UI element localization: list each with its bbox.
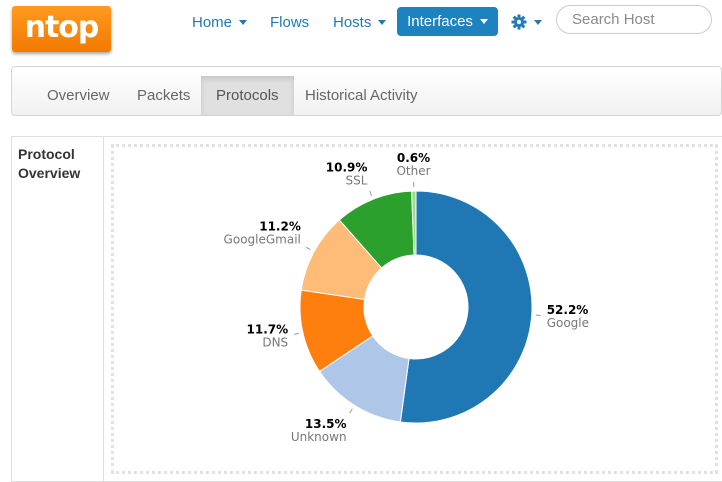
nav-hosts-dropdown[interactable]: Hosts bbox=[333, 8, 387, 36]
nav-hosts-label: Hosts bbox=[333, 13, 372, 31]
nav-interfaces-dropdown[interactable]: Interfaces bbox=[397, 7, 498, 36]
tab-overview[interactable]: Overview bbox=[47, 87, 110, 104]
gear-icon bbox=[511, 14, 527, 30]
slice-name-dns: DNS bbox=[262, 336, 288, 350]
slice-name-ssl: SSL bbox=[346, 173, 368, 187]
protocol-donut-chart: 52.2%Google 13.5%Unknown 11.7%DNS 11.2%Goog… bbox=[224, 151, 589, 444]
tab-bar: Overview Packets Protocols Historical Ac… bbox=[11, 66, 722, 116]
tab-historical-activity[interactable]: Historical Activity bbox=[305, 87, 418, 104]
search-host-box[interactable] bbox=[556, 5, 712, 34]
slice-name-other: Other bbox=[396, 164, 430, 178]
caret-down-icon bbox=[239, 19, 248, 25]
slice-percent-other: 0.6% bbox=[397, 151, 430, 165]
nav-home-label: Home bbox=[192, 13, 233, 31]
slice-name-google: Google bbox=[547, 316, 589, 330]
slice-percent-googlegmail: 11.2% bbox=[259, 219, 301, 233]
caret-down-icon bbox=[378, 19, 387, 25]
panel-label-line1: Protocol bbox=[18, 146, 75, 162]
label-tick-unknown bbox=[349, 408, 353, 414]
nav-home-dropdown[interactable]: Home bbox=[192, 8, 248, 36]
search-host-input[interactable] bbox=[557, 6, 711, 33]
slice-name-googlegmail: GoogleGmail bbox=[224, 232, 301, 246]
nav-interfaces-label: Interfaces bbox=[407, 13, 473, 30]
ntop-logo[interactable]: ntop bbox=[12, 6, 111, 52]
chart-container: 52.2% Google 13.5% Unknown 11.7% DNS 11.2% Goog… bbox=[111, 144, 718, 474]
settings-dropdown[interactable] bbox=[511, 8, 542, 36]
label-tick-dns bbox=[293, 332, 300, 335]
logo-text: ntop bbox=[24, 10, 100, 45]
slice-percent-unknown: 13.5% bbox=[305, 417, 347, 431]
tab-packets[interactable]: Packets bbox=[137, 87, 191, 104]
slice-name-unknown: Unknown bbox=[291, 430, 347, 444]
panel-label: Protocol Overview bbox=[12, 137, 104, 481]
label-tick-ssl bbox=[369, 190, 372, 196]
caret-down-icon bbox=[479, 19, 488, 24]
caret-down-icon bbox=[534, 19, 542, 25]
protocol-overview-panel: Protocol Overview 52.2% Google 13.5% Unknow… bbox=[11, 136, 722, 482]
panel-label-line2: Overview bbox=[18, 165, 81, 181]
slice-google[interactable] bbox=[399, 190, 533, 424]
slice-other[interactable] bbox=[411, 190, 417, 256]
slice-percent-google: 52.2% bbox=[547, 303, 589, 317]
nav-flows-link[interactable]: Flows bbox=[270, 8, 309, 36]
tab-protocols[interactable]: Protocols bbox=[201, 76, 294, 115]
label-tick-googlegmail bbox=[305, 246, 311, 251]
nav-flows-label: Flows bbox=[270, 13, 310, 31]
slice-percent-dns: 11.7% bbox=[247, 323, 289, 337]
slice-percent-ssl: 10.9% bbox=[326, 160, 368, 174]
